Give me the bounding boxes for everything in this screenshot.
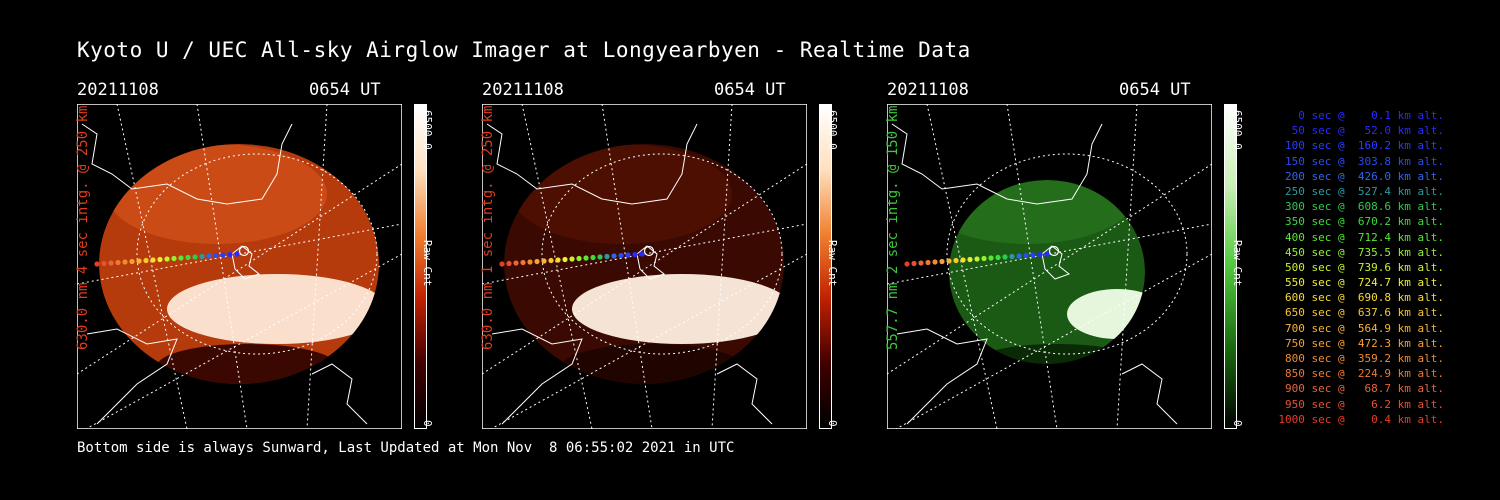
legend-item: 300 sec @ 608.6 km alt. [1285, 200, 1444, 214]
panel-side-label: 630.0 nm 1 sec intg. @ 250 km [480, 105, 496, 350]
colorbar-unit: Raw Cnt [1231, 240, 1244, 287]
panel-date: 20211108 [482, 80, 564, 100]
allsky-image [482, 104, 807, 429]
colorbar-unit: Raw Cnt [421, 240, 434, 287]
colorbar-max: 6500.0 [826, 110, 839, 150]
colorbar [414, 104, 427, 429]
colorbar-min: 0 [421, 420, 434, 427]
legend-item: 950 sec @ 6.2 km alt. [1285, 397, 1444, 411]
panel-date: 20211108 [887, 80, 969, 100]
legend-item: 850 sec @ 224.9 km alt. [1285, 367, 1444, 381]
legend-item: 400 sec @ 712.4 km alt. [1285, 230, 1444, 244]
legend-item: 900 sec @ 68.7 km alt. [1285, 382, 1444, 396]
colorbar-min: 0 [826, 420, 839, 427]
legend-item: 150 sec @ 303.8 km alt. [1285, 154, 1444, 168]
legend-item: 650 sec @ 637.6 km alt. [1285, 306, 1444, 320]
legend-item: 50 sec @ 52.0 km alt. [1291, 124, 1444, 138]
panel-date: 20211108 [77, 80, 159, 100]
legend-item: 1000 sec @ 0.4 km alt. [1278, 412, 1444, 426]
legend-item: 250 sec @ 527.4 km alt. [1285, 184, 1444, 198]
legend-item: 550 sec @ 724.7 km alt. [1285, 276, 1444, 290]
panel-time: 0654 UT [714, 80, 786, 100]
airglow-panel-3: 20211108 0654 UT 557.7 nm 2 sec intg. @ … [885, 80, 1287, 440]
legend-item: 800 sec @ 359.2 km alt. [1285, 352, 1444, 365]
legend-item: 200 sec @ 426.0 km alt. [1285, 169, 1444, 183]
panel-side-label: 557.7 nm 2 sec intg. @ 150 km [885, 105, 901, 350]
legend-item: 500 sec @ 739.6 km alt. [1285, 260, 1444, 274]
legend-item: 350 sec @ 670.2 km alt. [1285, 215, 1444, 229]
colorbar-min: 0 [1231, 420, 1244, 427]
panel-time: 0654 UT [1119, 80, 1191, 100]
legend-item: 750 sec @ 472.3 km alt. [1285, 336, 1444, 350]
footer-note: Bottom side is always Sunward, Last Upda… [77, 440, 735, 456]
colorbar-max: 6500.0 [421, 110, 434, 150]
legend-item: 450 sec @ 735.5 km alt. [1285, 245, 1444, 259]
legend-item: 700 sec @ 564.9 km alt. [1285, 321, 1444, 335]
allsky-image [887, 104, 1212, 429]
airglow-panel-1: 20211108 0654 UT 630.0 nm 4 sec intg. @ … [75, 80, 477, 440]
colorbar-unit: Raw Cnt [826, 240, 839, 287]
colorbar-max: 6500.0 [1231, 110, 1244, 150]
colorbar [1224, 104, 1237, 429]
panel-side-label: 630.0 nm 4 sec intg. @ 250 km [75, 105, 91, 350]
colorbar [819, 104, 832, 429]
allsky-image [77, 104, 402, 429]
legend-item: 0 sec @ 0.1 km alt. [1298, 109, 1444, 122]
airglow-panel-2: 20211108 0654 UT 630.0 nm 1 sec intg. @ … [480, 80, 882, 440]
page-title: Kyoto U / UEC All-sky Airglow Imager at … [77, 38, 971, 62]
trajectory-legend: 0 sec @ 0.1 km alt. 50 sec @ 52.0 km alt… [1262, 108, 1444, 427]
panel-time: 0654 UT [309, 80, 381, 100]
legend-item: 100 sec @ 160.2 km alt. [1285, 139, 1444, 153]
legend-item: 600 sec @ 690.8 km alt. [1285, 291, 1444, 305]
